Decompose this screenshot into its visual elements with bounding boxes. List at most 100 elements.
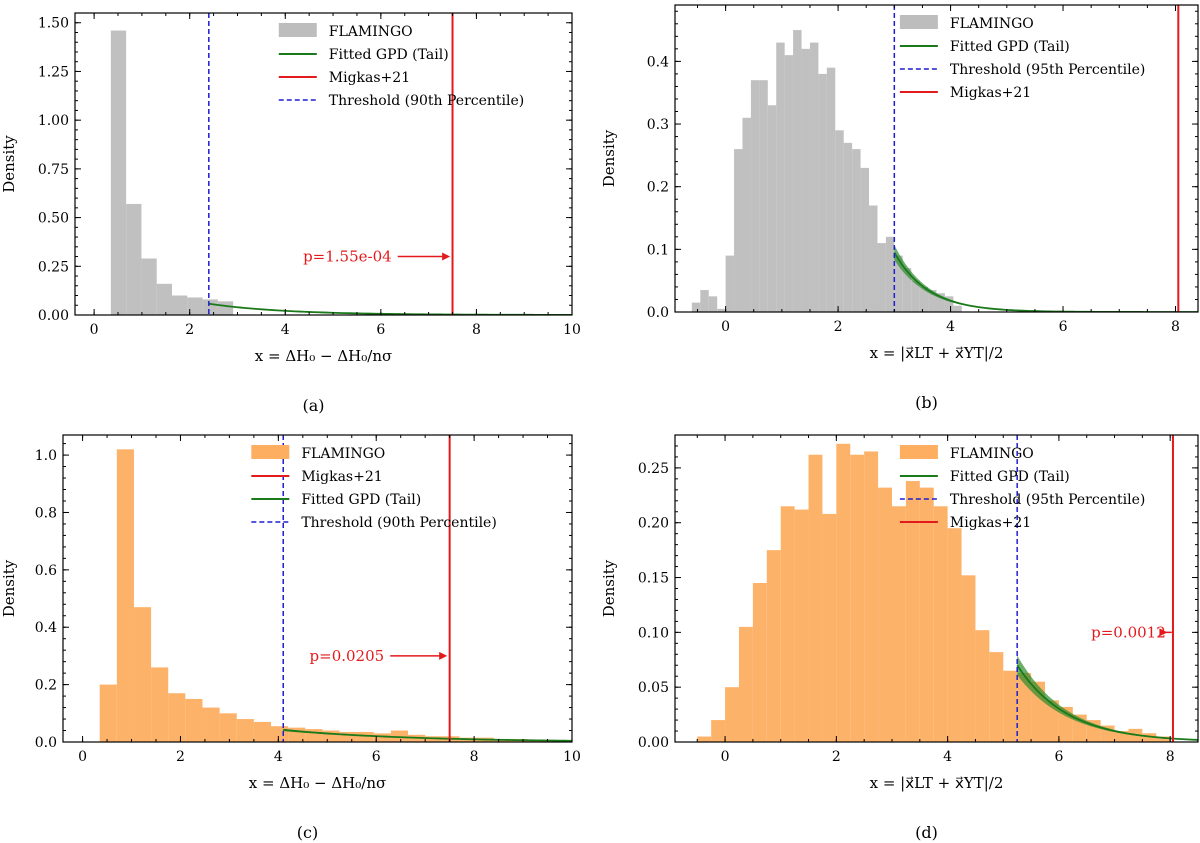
plot-frame <box>62 434 573 743</box>
histogram-bar <box>822 513 837 742</box>
legend-item-migkas: Migkas+21 <box>899 85 1031 101</box>
legend-item-gpd: Fitted GPD (Tail) <box>899 469 1070 485</box>
legend-item-threshold: Threshold (90th Percentile) <box>251 515 497 531</box>
x-tick-label: 2 <box>834 319 843 335</box>
svg-text:Migkas+21: Migkas+21 <box>329 70 410 86</box>
x-axis-label: x = ΔH₀ − ΔH₀/nσ <box>249 774 386 792</box>
svg-text:FLAMINGO: FLAMINGO <box>950 16 1034 32</box>
svg-text:Fitted GPD (Tail): Fitted GPD (Tail) <box>329 47 449 63</box>
histogram-bar <box>793 30 802 312</box>
x-tick-label: 2 <box>176 749 185 765</box>
histogram-bar <box>151 667 169 742</box>
y-tick-label: 1.0 <box>35 448 57 464</box>
legend-item-migkas: Migkas+21 <box>278 70 410 86</box>
x-tick-label: 8 <box>470 749 479 765</box>
histogram-bar <box>202 299 218 315</box>
histogram-bar <box>168 693 186 742</box>
histogram-bar <box>717 308 726 312</box>
annotation-arrow <box>1159 628 1172 637</box>
legend-item-migkas: Migkas+21 <box>899 515 1031 531</box>
histogram-bar <box>944 296 954 312</box>
histogram-bar <box>869 205 878 312</box>
histogram-bar <box>936 293 945 312</box>
gpd-fit-line <box>1016 664 1198 741</box>
histogram-bar <box>110 30 127 315</box>
histogram-bar <box>236 719 254 742</box>
svg-text:Threshold (95th Percentile): Threshold (95th Percentile) <box>950 492 1145 508</box>
x-tick-label: 10 <box>563 749 581 765</box>
panel-caption: (d) <box>915 823 938 842</box>
histogram-bar <box>156 283 173 315</box>
legend-item-threshold: Threshold (95th Percentile) <box>899 492 1145 508</box>
svg-text:Fitted GPD (Tail): Fitted GPD (Tail) <box>950 39 1070 55</box>
y-tick-label: 0.15 <box>638 571 669 587</box>
histogram-bar <box>894 255 903 312</box>
histogram-bar <box>933 506 948 742</box>
legend-item-gpd: Fitted GPD (Tail) <box>899 39 1070 55</box>
svg-text:Threshold (95th Percentile): Threshold (95th Percentile) <box>950 62 1145 78</box>
histogram-bar <box>202 707 220 742</box>
gpd-fit-line <box>283 729 572 742</box>
plot-frame <box>74 12 573 316</box>
histogram-bar <box>953 305 962 312</box>
svg-text:FLAMINGO: FLAMINGO <box>950 446 1034 462</box>
y-tick-label: 1.00 <box>38 113 69 129</box>
y-tick-label: 0.4 <box>647 54 669 70</box>
histogram-bar <box>767 105 777 312</box>
legend-item-threshold: Threshold (90th Percentile) <box>278 93 524 109</box>
svg-text:Threshold (90th Percentile): Threshold (90th Percentile) <box>329 93 524 109</box>
svg-text:FLAMINGO: FLAMINGO <box>329 24 413 40</box>
histogram-bar <box>373 733 391 742</box>
histogram-bar <box>878 487 892 742</box>
legend-item-patch: FLAMINGO <box>251 445 385 462</box>
svg-text:FLAMINGO: FLAMINGO <box>301 446 385 462</box>
histogram-bar <box>172 295 188 315</box>
histogram-bar <box>253 721 272 742</box>
x-axis-label: x = |x⃗LT + x⃗YT|/2 <box>870 774 1004 792</box>
histogram-bar <box>794 509 809 742</box>
histogram-bar <box>711 720 726 742</box>
y-tick-label: 0.25 <box>38 259 69 275</box>
histogram-bar <box>919 487 934 742</box>
histogram-bar <box>860 167 870 312</box>
histogram-bar <box>1142 733 1157 742</box>
p-value-annotation: p=0.0205 <box>310 647 385 665</box>
histogram-bar <box>961 575 976 742</box>
histogram-bar <box>947 528 962 742</box>
chart-panel-a: p=1.55e-04 0 2 4 6 8 10 0.00 0.25 0.50 0.75 1.00 1.2… <box>0 12 581 415</box>
legend-item-migkas: Migkas+21 <box>251 469 383 485</box>
histogram-bar <box>185 698 203 742</box>
y-tick-label: 0.2 <box>35 678 57 694</box>
gpd-fit-line <box>208 302 572 315</box>
histogram-bar <box>322 730 340 742</box>
histogram-bar <box>219 713 237 742</box>
histogram-bar <box>1114 731 1129 742</box>
y-tick-label: 0.8 <box>35 505 57 521</box>
y-tick-label: 0.2 <box>647 180 669 196</box>
svg-text:Migkas+21: Migkas+21 <box>950 85 1031 101</box>
x-tick-label: 0 <box>90 322 99 338</box>
x-tick-label: 8 <box>1171 319 1180 335</box>
y-tick-label: 0.3 <box>647 117 669 133</box>
histogram-bar <box>725 687 739 742</box>
legend-item-patch: FLAMINGO <box>899 445 1034 462</box>
plot-frame <box>674 4 1199 313</box>
chart-panel-d: p=0.0012 0 2 4 6 8 0.00 0.05 0.10 0.15 0.20 0.25 x =… <box>600 434 1199 842</box>
histogram-bar <box>141 258 157 315</box>
panel-caption: (a) <box>302 396 324 415</box>
histogram-bar <box>784 55 794 312</box>
svg-text:Migkas+21: Migkas+21 <box>301 469 382 485</box>
histogram-bar <box>759 80 768 312</box>
histogram-bar <box>911 280 920 312</box>
panel-caption: (c) <box>297 823 318 842</box>
histogram-bar <box>919 286 929 312</box>
y-tick-label: 0.0 <box>35 735 57 751</box>
legend-item-patch: FLAMINGO <box>278 23 413 40</box>
x-tick-label: 6 <box>376 322 385 338</box>
chart-panel-c: p=0.0205 0 2 4 6 8 10 0.0 0.2 0.4 0.6 0.8 1.0 x = ΔH₀… <box>0 434 581 842</box>
x-tick-label: 6 <box>372 749 381 765</box>
x-tick-label: 6 <box>1059 319 1068 335</box>
x-tick-label: 0 <box>78 749 87 765</box>
x-tick-label: 4 <box>281 322 290 338</box>
chart-panel-b: 0 2 4 6 8 0.0 0.1 0.2 0.3 0.4 x = |x⃗LT + x⃗YT|/2 D… <box>600 4 1199 412</box>
